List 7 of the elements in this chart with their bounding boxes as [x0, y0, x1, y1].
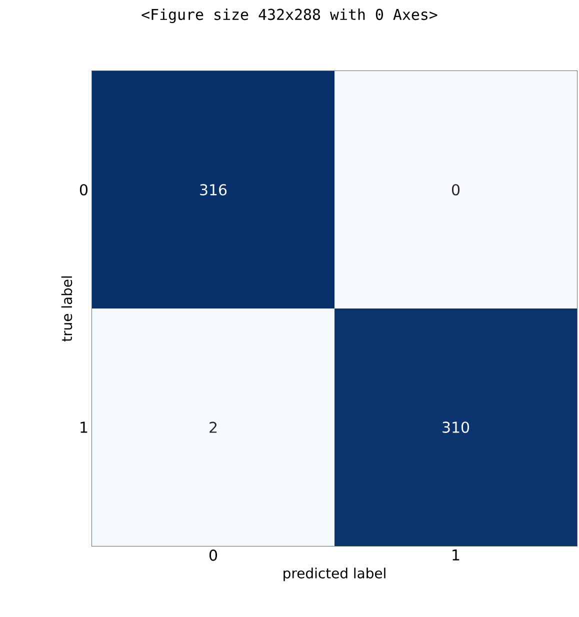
data-label: 0 — [452, 184, 460, 196]
text: <Figure size 432x288 with 0 Axes> — [142, 8, 438, 24]
data-label: 310 — [442, 422, 470, 433]
data-label: 316 — [200, 184, 227, 196]
x-axis-title: predicted label — [284, 568, 386, 582]
y-axis-title: true label — [61, 276, 72, 342]
data-label: 2 — [210, 422, 217, 433]
